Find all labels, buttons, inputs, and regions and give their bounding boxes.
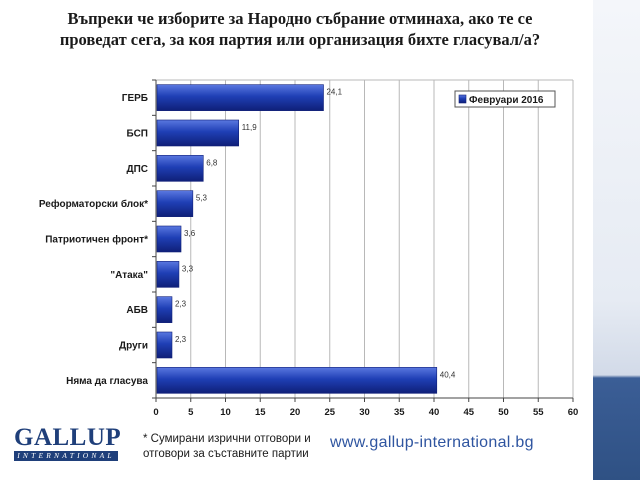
bar <box>156 331 173 359</box>
value-label: 11,9 <box>242 123 258 132</box>
x-tick-label: 5 <box>188 407 194 418</box>
bar <box>156 225 182 253</box>
value-label: 3,6 <box>184 229 196 238</box>
footnote: * Сумирани изрични отговори и отговори з… <box>143 432 323 462</box>
footnote-line-1: * Сумирани изрични отговори и <box>143 433 311 445</box>
category-label: БСП <box>127 129 148 140</box>
category-label: АБВ <box>126 305 148 316</box>
bar <box>156 155 204 182</box>
footnote-line-2: отговори за съставните партии <box>143 448 309 460</box>
value-label: 40,4 <box>440 370 456 379</box>
logo-main-text: GALLUP <box>14 424 122 451</box>
x-tick-label: 10 <box>220 407 231 418</box>
value-label: 24,1 <box>326 88 342 97</box>
bar <box>156 119 240 147</box>
x-tick-label: 0 <box>153 407 158 418</box>
category-label: Патриотичен фронт* <box>45 234 148 246</box>
bar-chart: 24,1 11,9 6,8 5,3 3,6 3,3 2,3 2,3 40,4 0 5 10 15 20 2… <box>39 79 579 418</box>
x-tick-label: 45 <box>463 407 474 418</box>
bar <box>156 84 324 111</box>
category-label: Няма да гласува <box>66 376 148 387</box>
bars: 24,1 11,9 6,8 5,3 3,6 3,3 2,3 2,3 40,4 <box>156 84 456 394</box>
x-tick-label: 55 <box>533 407 544 418</box>
category-label: ГЕРБ <box>122 93 148 104</box>
chart-title-line-2: проведат сега, за коя партия или организ… <box>59 30 541 49</box>
x-tick-label: 25 <box>324 407 335 418</box>
legend: Февруари 2016 <box>454 90 556 108</box>
value-label: 6,8 <box>206 158 218 167</box>
legend-label: Февруари 2016 <box>469 95 544 106</box>
x-tick-label: 20 <box>290 407 301 418</box>
legend-box <box>454 90 556 108</box>
category-label: Други <box>119 341 148 352</box>
gallup-logo: GALLUP INTERNATIONAL <box>14 424 122 462</box>
category-label: ДПС <box>126 164 148 175</box>
legend-swatch <box>458 94 467 104</box>
chart-title: Въпреки че изборите за Народно събрание … <box>20 8 580 50</box>
bar <box>156 367 438 394</box>
value-label: 5,3 <box>196 194 208 203</box>
right-decorative-stripe <box>593 0 640 480</box>
bar <box>156 261 180 288</box>
website-link[interactable]: www.gallup-international.bg <box>330 434 534 451</box>
bar <box>156 190 194 217</box>
value-label: 2,3 <box>175 300 187 309</box>
value-label: 3,3 <box>182 264 194 273</box>
x-tick-label: 30 <box>359 407 370 418</box>
logo-sub-text: INTERNATIONAL <box>14 451 118 461</box>
value-label: 2,3 <box>175 335 187 344</box>
axes: 0 5 10 15 20 25 30 35 40 45 50 55 60 ГЕРБ БСП ДПС Реформ… <box>39 79 579 418</box>
category-label: Реформаторски блок* <box>39 198 148 210</box>
category-label: "Атака" <box>110 270 148 281</box>
x-tick-label: 15 <box>255 407 266 418</box>
chart-title-line-1: Въпреки че изборите за Народно събрание … <box>67 9 533 28</box>
x-tick-label: 60 <box>568 407 579 418</box>
x-tick-label: 40 <box>429 407 440 418</box>
bar <box>156 296 173 323</box>
x-tick-label: 35 <box>394 407 405 418</box>
x-tick-label: 50 <box>498 407 509 418</box>
